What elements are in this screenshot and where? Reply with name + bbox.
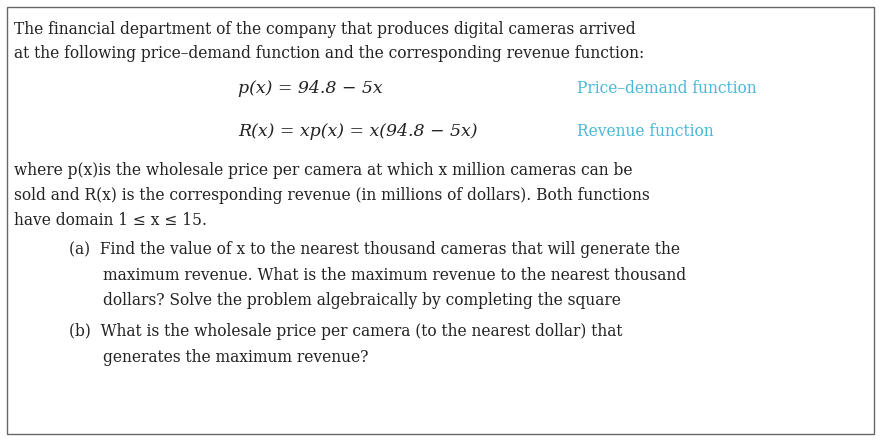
Text: generates the maximum revenue?: generates the maximum revenue? (103, 349, 368, 365)
Text: p(x) = 94.8 − 5x: p(x) = 94.8 − 5x (238, 80, 382, 97)
Text: have domain 1 ≤ x ≤ 15.: have domain 1 ≤ x ≤ 15. (14, 212, 207, 229)
Text: dollars? Solve the problem algebraically by completing the square: dollars? Solve the problem algebraically… (103, 292, 621, 309)
Text: R(x) = xp(x) = x(94.8 − 5x): R(x) = xp(x) = x(94.8 − 5x) (238, 123, 478, 140)
Text: maximum revenue. What is the maximum revenue to the nearest thousand: maximum revenue. What is the maximum rev… (103, 267, 686, 284)
Text: (a)  Find the value of x to the nearest thousand cameras that will generate the: (a) Find the value of x to the nearest t… (69, 241, 680, 258)
Text: Price–demand function: Price–demand function (577, 80, 757, 97)
Text: sold and R(x) is the corresponding revenue (in millions of dollars). Both functi: sold and R(x) is the corresponding reven… (14, 187, 650, 204)
Text: Revenue function: Revenue function (577, 123, 714, 140)
Text: The financial department of the company that produces digital cameras arrived: The financial department of the company … (14, 21, 636, 38)
Text: at the following price–demand function and the corresponding revenue function:: at the following price–demand function a… (14, 45, 644, 62)
Text: where p(x)is the wholesale price per camera at which x million cameras can be: where p(x)is the wholesale price per cam… (14, 162, 633, 179)
Text: (b)  What is the wholesale price per camera (to the nearest dollar) that: (b) What is the wholesale price per came… (69, 323, 622, 340)
